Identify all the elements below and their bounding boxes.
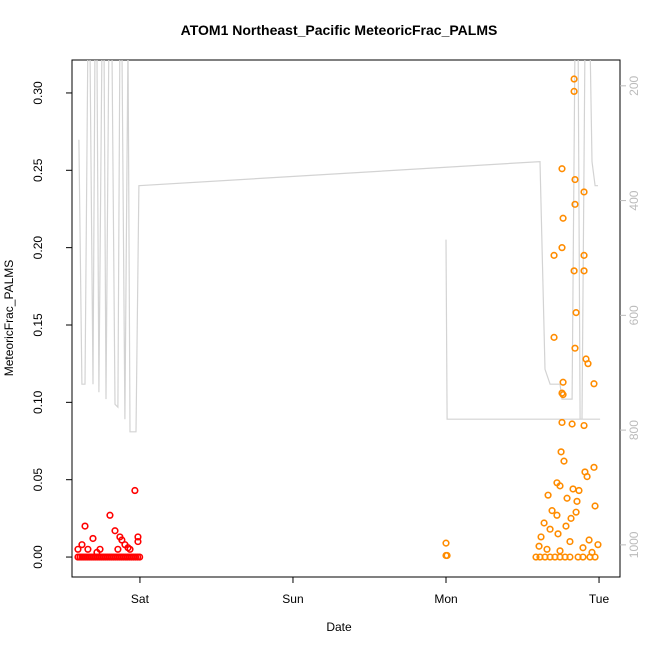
- y-axis-label: MeteoricFrac_PALMS: [2, 260, 16, 376]
- point: [571, 344, 579, 352]
- plot-frame: [71, 59, 621, 578]
- point: [591, 502, 599, 510]
- y-tick-label: 0.05: [31, 468, 45, 492]
- y-tick-label: 0.15: [31, 313, 45, 337]
- y2-tick-label: 1000: [627, 531, 641, 558]
- y2-tick-label: 800: [627, 420, 641, 440]
- point: [535, 542, 543, 550]
- point: [554, 530, 562, 538]
- y2-tick-label: 200: [627, 75, 641, 95]
- point: [553, 511, 561, 519]
- point: [580, 251, 588, 259]
- point: [78, 541, 86, 549]
- point: [84, 545, 92, 553]
- point: [572, 309, 580, 317]
- point: [572, 508, 580, 516]
- point: [443, 551, 451, 560]
- x-tick-label: Mon: [434, 592, 457, 606]
- point: [566, 537, 574, 546]
- point: [579, 544, 587, 552]
- point: [583, 473, 591, 481]
- point: [81, 522, 89, 530]
- y2-tick-label: 400: [627, 190, 641, 210]
- point: [537, 533, 545, 541]
- point: [562, 522, 570, 530]
- point: [96, 545, 104, 553]
- point: [575, 486, 583, 495]
- point: [570, 75, 578, 83]
- point: [594, 541, 602, 549]
- point: [543, 545, 551, 553]
- point: [556, 547, 564, 555]
- x-tick-label: Sun: [282, 592, 303, 606]
- point: [584, 360, 592, 368]
- chart-title: ATOM1 Northeast_Pacific MeteoricFrac_PAL…: [181, 22, 498, 38]
- point: [131, 486, 139, 495]
- point: [559, 391, 567, 399]
- point: [89, 534, 97, 543]
- point: [568, 420, 576, 428]
- x-tick-label: Sat: [131, 592, 150, 606]
- point: [546, 525, 554, 533]
- y-tick-label: 0.00: [31, 545, 45, 569]
- point: [557, 448, 565, 456]
- point: [550, 251, 558, 259]
- point: [560, 457, 568, 465]
- y-tick-label: 0.20: [31, 236, 45, 260]
- point: [571, 200, 579, 208]
- point: [558, 244, 566, 252]
- point: [544, 491, 552, 499]
- point: [570, 87, 578, 96]
- pressure-line: [78, 60, 601, 433]
- point: [540, 519, 548, 527]
- point: [580, 267, 588, 275]
- point: [558, 418, 566, 427]
- point: [569, 485, 577, 493]
- point: [590, 380, 598, 388]
- y-tick-label: 0.10: [31, 390, 45, 414]
- point: [74, 545, 82, 553]
- point: [134, 533, 142, 541]
- point: [126, 545, 134, 553]
- point: [134, 537, 142, 546]
- point: [567, 514, 575, 522]
- point: [559, 378, 567, 386]
- point: [580, 421, 588, 430]
- point: [579, 553, 587, 561]
- x-axis-label: Date: [326, 620, 352, 634]
- point: [548, 507, 556, 515]
- point: [571, 175, 579, 184]
- point: [585, 536, 593, 544]
- point: [573, 497, 581, 505]
- y-tick-label: 0.25: [31, 158, 45, 182]
- point: [550, 333, 558, 341]
- point: [580, 188, 588, 196]
- point: [136, 553, 144, 561]
- point: [442, 539, 450, 547]
- point: [566, 553, 574, 561]
- point: [114, 545, 122, 553]
- point: [532, 553, 540, 561]
- point: [570, 267, 578, 275]
- point: [559, 214, 567, 222]
- point: [563, 494, 571, 502]
- point: [106, 511, 114, 519]
- x-tick-label: Tue: [589, 592, 610, 606]
- point: [111, 527, 119, 535]
- point: [556, 482, 564, 490]
- point: [558, 165, 566, 173]
- point: [591, 553, 599, 561]
- y-tick-label: 0.30: [31, 81, 45, 105]
- y2-tick-label: 600: [627, 305, 641, 325]
- point: [590, 463, 598, 471]
